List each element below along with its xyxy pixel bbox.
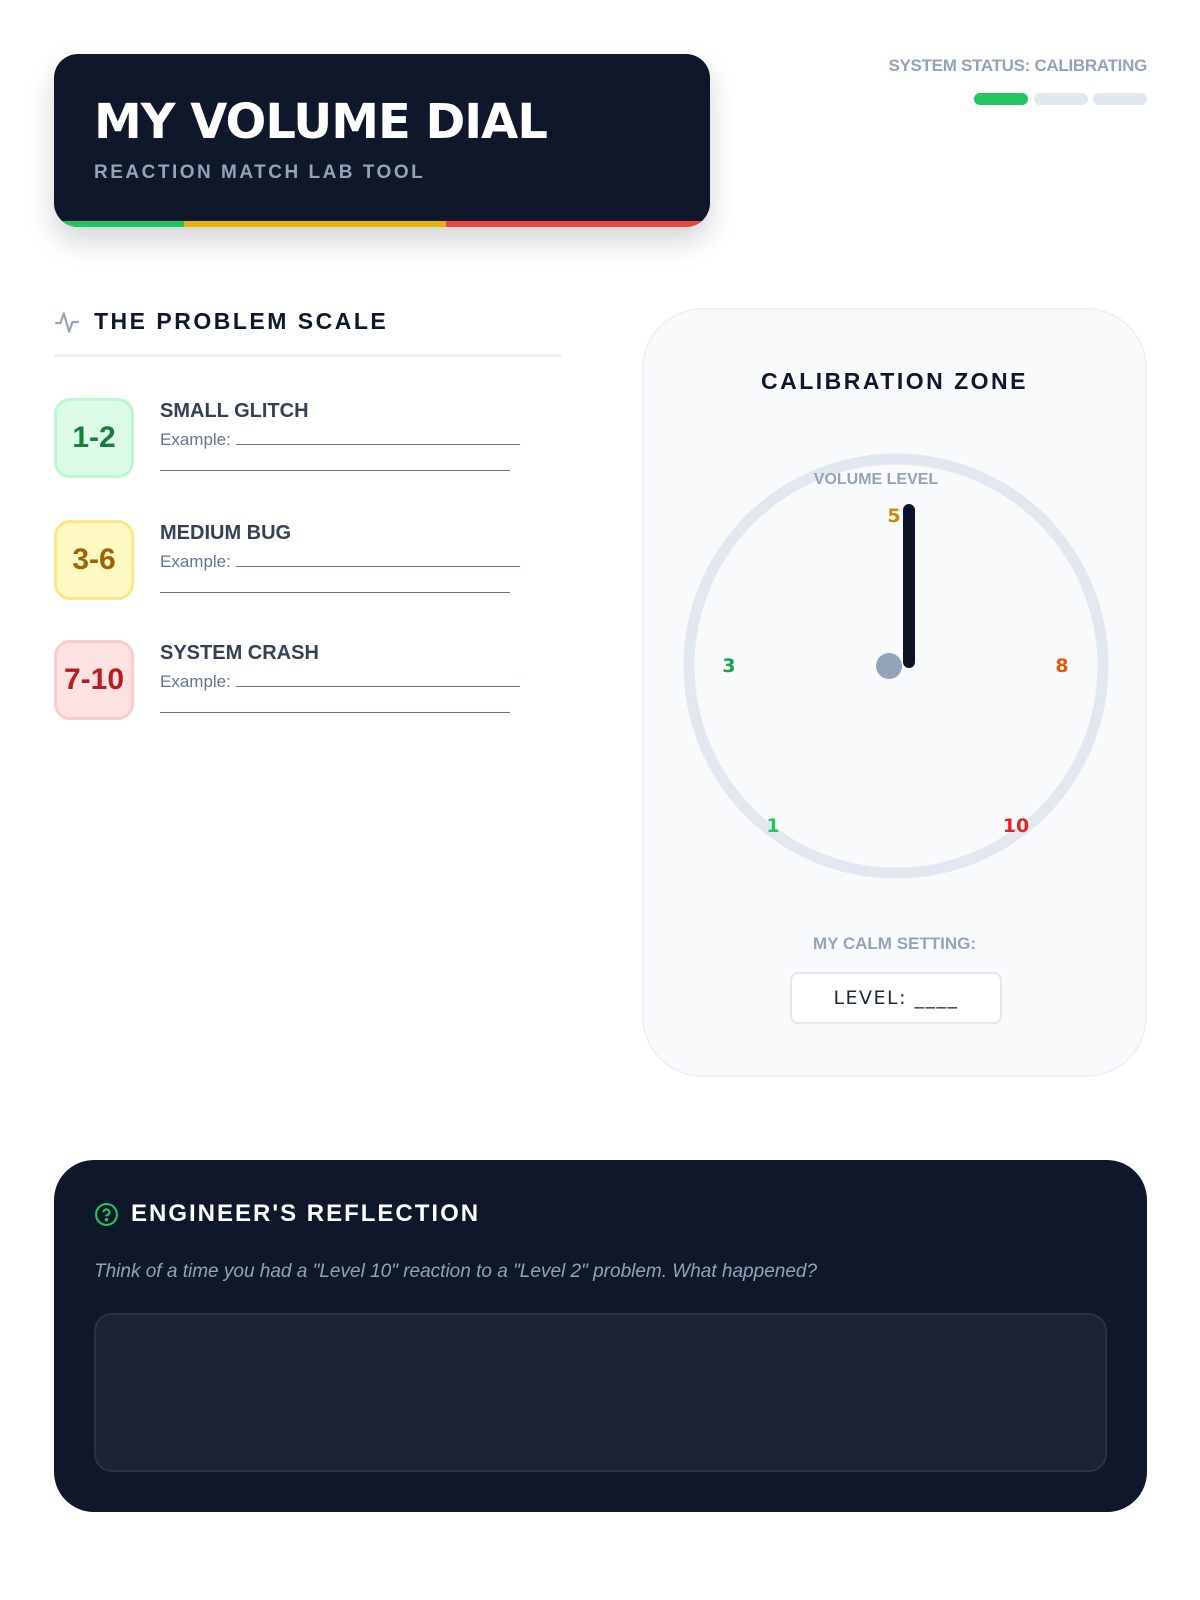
range-badge: 3-6	[54, 520, 134, 600]
example-field[interactable]: Example:	[160, 430, 520, 450]
status-step-3	[1093, 93, 1147, 105]
dial-tick-1: 1	[766, 815, 779, 837]
calm-setting-label: MY CALM SETTING:	[812, 934, 977, 953]
item-title: SMALL GLITCH	[160, 400, 309, 422]
volume-dial[interactable]: VOLUME LEVEL 1 3 5 8 10	[644, 310, 1149, 930]
reflection-heading: ENGINEER'S REFLECTION	[94, 1200, 480, 1228]
dial-tick-3: 3	[722, 655, 735, 677]
example-line[interactable]	[160, 470, 510, 471]
dial-label: VOLUME LEVEL	[814, 471, 939, 488]
calibration-title: CALIBRATION ZONE	[760, 368, 1028, 394]
section-title: THE PROBLEM SCALE	[94, 308, 389, 334]
stripe-yellow	[184, 221, 446, 227]
reflection-prompt: Think of a time you had a "Level 10" rea…	[94, 1261, 818, 1282]
reflection-card: ENGINEER'S REFLECTION Think of a time yo…	[54, 1160, 1147, 1512]
stripe-red	[446, 221, 710, 227]
page-title: MY VOLUME DIAL	[94, 94, 548, 150]
example-line[interactable]	[160, 592, 510, 593]
reflection-title: ENGINEER'S REFLECTION	[131, 1200, 481, 1227]
scale-item-medium-bug: 3-6 MEDIUM BUG Example:	[54, 520, 564, 600]
page-subtitle: REACTION MATCH LAB TOOL	[94, 162, 426, 183]
scale-item-system-crash: 7-10 SYSTEM CRASH Example:	[54, 640, 564, 720]
problem-scale-heading: THE PROBLEM SCALE	[54, 308, 388, 335]
scale-item-small-glitch: 1-2 SMALL GLITCH Example:	[54, 398, 564, 478]
question-circle-icon	[95, 1202, 118, 1226]
range-badge: 7-10	[54, 640, 134, 720]
dial-pivot	[876, 653, 902, 679]
calibration-card: CALIBRATION ZONE VOLUME LEVEL 1 3 5 8 10 MY …	[642, 308, 1147, 1077]
example-field[interactable]: Example:	[160, 552, 520, 572]
header-card: MY VOLUME DIAL REACTION MATCH LAB TOOL	[54, 54, 710, 227]
example-line[interactable]	[160, 712, 510, 713]
range-badge: 1-2	[54, 398, 134, 478]
example-field[interactable]: Example:	[160, 672, 520, 692]
status-step-2	[1034, 93, 1088, 105]
dial-tick-10: 10	[1003, 815, 1029, 837]
system-status: SYSTEM STATUS: CALIBRATING	[888, 56, 1147, 75]
calm-level-field[interactable]: LEVEL: ____	[790, 972, 1002, 1024]
dial-tick-8: 8	[1055, 655, 1068, 677]
item-title: MEDIUM BUG	[160, 522, 292, 544]
item-title: SYSTEM CRASH	[160, 642, 319, 664]
stripe-green	[54, 221, 184, 227]
divider	[54, 354, 561, 357]
reflection-answer-input[interactable]	[94, 1313, 1107, 1472]
activity-pulse-icon	[55, 311, 79, 333]
dial-tick-5: 5	[887, 505, 900, 527]
status-step-1	[974, 93, 1028, 105]
